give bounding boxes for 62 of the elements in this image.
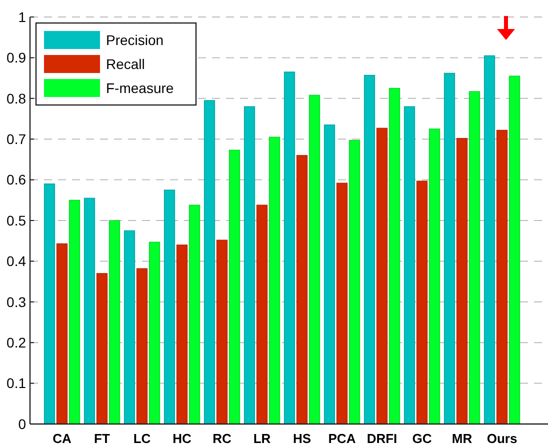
bar bbox=[284, 72, 296, 424]
y-tick-label: 0.9 bbox=[6, 50, 26, 66]
bar bbox=[308, 94, 320, 424]
y-tick-label: 0.2 bbox=[6, 334, 26, 350]
x-tick-label: RC bbox=[212, 431, 232, 446]
legend-label: Precision bbox=[106, 32, 164, 48]
x-tick-label: DRFI bbox=[366, 431, 398, 446]
bar bbox=[376, 128, 388, 424]
x-tick-label: GC bbox=[412, 431, 432, 446]
y-tick-label: 1 bbox=[18, 8, 26, 25]
y-tick-label: 0.7 bbox=[6, 131, 26, 147]
y-tick-label: 0.5 bbox=[6, 212, 26, 228]
bar bbox=[256, 204, 268, 424]
bar bbox=[96, 273, 108, 424]
legend-label: Recall bbox=[106, 56, 145, 72]
x-tick-label: PCA bbox=[328, 431, 356, 446]
x-tick-label: MR bbox=[452, 431, 473, 446]
bar bbox=[324, 124, 336, 424]
bar bbox=[68, 200, 80, 424]
bar bbox=[124, 230, 136, 424]
x-tick-label: CA bbox=[52, 431, 72, 446]
bar bbox=[496, 130, 508, 424]
bar bbox=[336, 182, 348, 424]
bar bbox=[444, 72, 456, 424]
x-tick-label: FT bbox=[94, 431, 110, 446]
bar bbox=[56, 243, 68, 424]
x-tick-label: Ours bbox=[486, 431, 518, 446]
bar bbox=[348, 140, 360, 424]
legend-label: F-measure bbox=[106, 80, 174, 96]
bar bbox=[456, 138, 468, 424]
bar bbox=[228, 150, 240, 424]
bar bbox=[268, 136, 280, 424]
y-tick-label: 0.6 bbox=[6, 172, 26, 188]
bar bbox=[508, 76, 520, 424]
y-tick-label: 0.4 bbox=[6, 253, 26, 270]
bar bbox=[364, 74, 376, 424]
bar bbox=[388, 88, 400, 424]
bar bbox=[188, 204, 200, 424]
bar bbox=[176, 244, 188, 424]
y-tick-label: 0 bbox=[18, 416, 26, 432]
x-tick-label: LR bbox=[253, 431, 272, 446]
bar bbox=[148, 242, 160, 424]
bar bbox=[136, 268, 148, 424]
x-tick-label: HS bbox=[292, 431, 312, 446]
bar bbox=[164, 190, 176, 424]
bar bbox=[468, 91, 480, 424]
y-tick-label: 0.1 bbox=[6, 375, 26, 392]
x-tick-label: LC bbox=[133, 431, 152, 446]
bar bbox=[484, 55, 496, 424]
bar bbox=[416, 180, 428, 424]
bar bbox=[296, 155, 308, 424]
y-tick-label: 0.3 bbox=[6, 294, 26, 310]
bar bbox=[44, 184, 56, 424]
bar bbox=[428, 128, 440, 424]
y-tick-label: 0.8 bbox=[6, 90, 26, 106]
x-tick-label: HC bbox=[172, 431, 192, 446]
bar bbox=[108, 220, 120, 424]
bar bbox=[404, 106, 416, 424]
bar bbox=[204, 100, 216, 424]
bar bbox=[244, 106, 256, 424]
bar bbox=[216, 240, 228, 424]
bar bbox=[84, 198, 96, 424]
